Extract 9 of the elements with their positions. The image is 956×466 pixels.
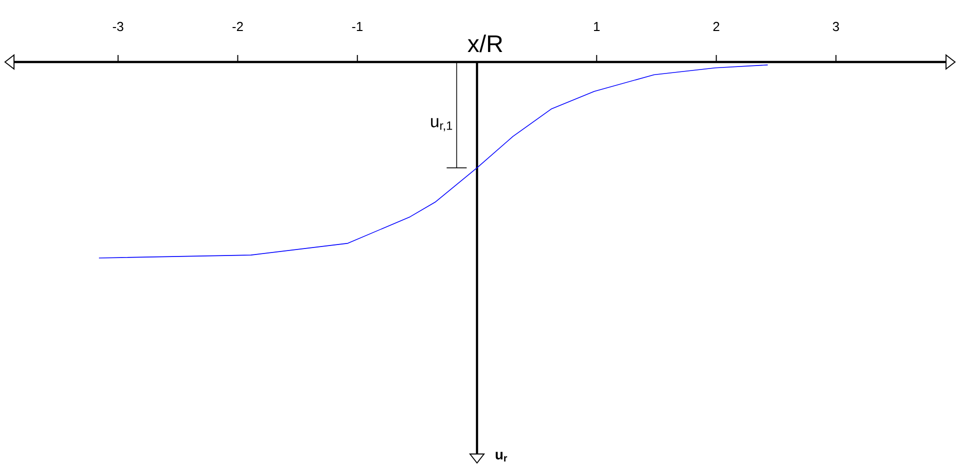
annotation: u$_{r,1}$	[431, 118, 452, 132]
x-tick-label: -2	[232, 22, 243, 31]
x-tick-label: -1	[352, 22, 363, 31]
text: u$_{r}$	[496, 452, 508, 462]
x-tick-label: -3	[112, 22, 124, 32]
x-axis-title: x/R	[468, 34, 502, 52]
x-tick-label: 1	[594, 22, 600, 31]
x-tick-label: 3	[832, 22, 839, 32]
x-tick-label: 2	[713, 22, 720, 31]
